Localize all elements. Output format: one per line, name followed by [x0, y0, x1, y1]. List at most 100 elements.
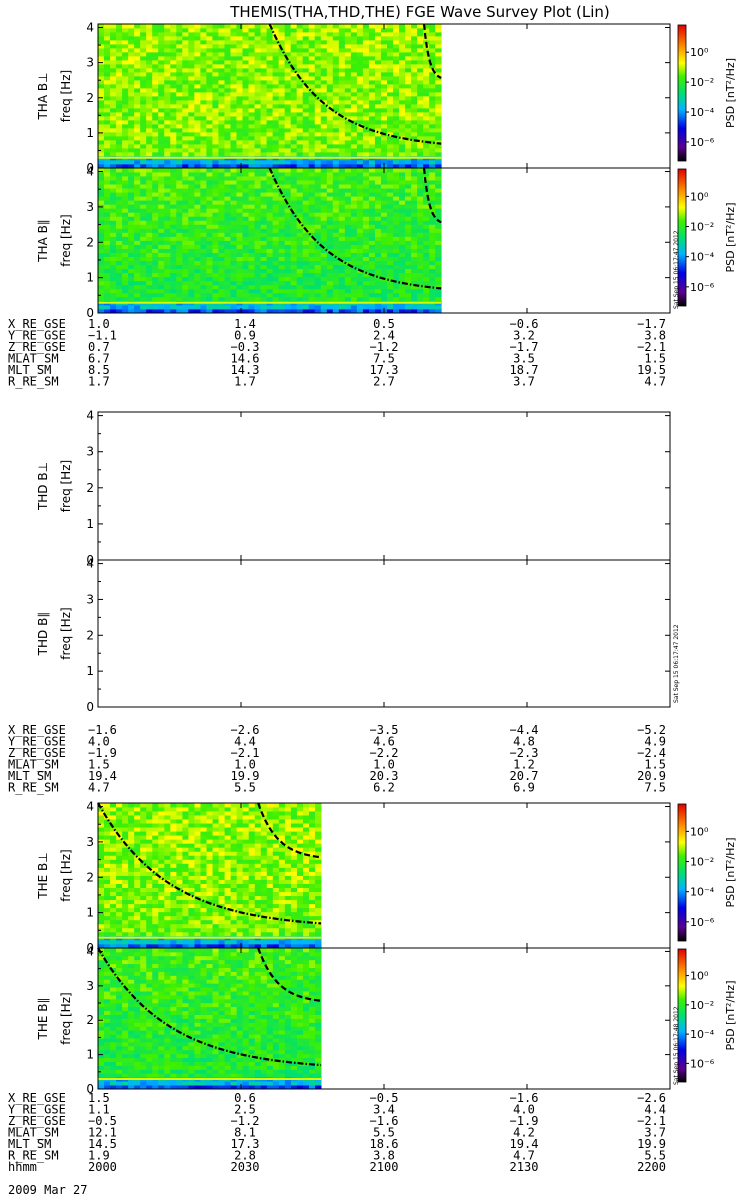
heatmap-cell	[213, 831, 219, 835]
heatmap-cell	[122, 208, 128, 212]
heatmap-cell	[116, 261, 122, 265]
heatmap-cell	[393, 52, 399, 56]
heatmap-cell	[435, 36, 441, 40]
heatmap-cell	[212, 144, 218, 148]
heatmap-cell	[188, 277, 194, 281]
heatmap-cell	[321, 128, 327, 132]
heatmap-cell	[140, 120, 146, 124]
heatmap-cell	[140, 847, 146, 851]
heatmap-cell	[279, 261, 285, 265]
heatmap-cell	[236, 305, 242, 309]
heatmap-cell	[98, 871, 104, 875]
heatmap-cell	[134, 228, 140, 232]
heatmap-cell	[315, 60, 321, 64]
heatmap-cell	[104, 160, 110, 164]
heatmap-cell	[399, 92, 405, 96]
heatmap-cell	[182, 932, 188, 936]
heatmap-cell	[297, 60, 303, 64]
heatmap-cell	[134, 216, 140, 220]
heatmap-cell	[291, 277, 297, 281]
heatmap-cell	[363, 116, 369, 120]
heatmap-cell	[333, 168, 339, 172]
heatmap-cell	[297, 160, 303, 164]
heatmap-cell	[182, 896, 188, 900]
heatmap-cell	[164, 88, 170, 92]
heatmap-cell	[381, 96, 387, 100]
heatmap-cell	[255, 265, 261, 269]
heatmap-cell	[405, 220, 411, 224]
heatmap-cell	[116, 892, 122, 896]
heatmap-cell	[224, 277, 230, 281]
heatmap-cell	[116, 64, 122, 68]
heatmap-cell	[399, 172, 405, 176]
heatmap-cell	[218, 196, 224, 200]
heatmap-cell	[212, 84, 218, 88]
heatmap-cell	[200, 920, 206, 924]
heatmap-cell	[134, 100, 140, 104]
heatmap-cell	[261, 40, 267, 44]
heatmap-cell	[363, 52, 369, 56]
heatmap-cell	[164, 285, 170, 289]
heatmap-cell	[297, 116, 303, 120]
heatmap-cell	[411, 289, 417, 293]
heatmap-cell	[236, 56, 242, 60]
heatmap-cell	[285, 249, 291, 253]
heatmap-cell	[128, 60, 134, 64]
heatmap-cell	[345, 289, 351, 293]
heatmap-cell	[158, 888, 164, 892]
heatmap-cell	[116, 92, 122, 96]
heatmap-cell	[224, 265, 230, 269]
heatmap-cell	[182, 48, 188, 52]
heatmap-cell	[255, 293, 261, 297]
heatmap-cell	[393, 212, 399, 216]
heatmap-cell	[327, 84, 333, 88]
heatmap-cell	[116, 843, 122, 847]
heatmap-cell	[224, 208, 230, 212]
heatmap-cell	[110, 92, 116, 96]
heatmap-cell	[291, 160, 297, 164]
heatmap-cell	[303, 253, 309, 257]
heatmap-cell	[429, 220, 435, 224]
heatmap-cell	[194, 64, 200, 68]
heatmap-cell	[429, 257, 435, 261]
heatmap-cell	[333, 124, 339, 128]
heatmap-cell	[200, 896, 206, 900]
heatmap-cell	[393, 305, 399, 309]
heatmap-cell	[363, 36, 369, 40]
heatmap-cell	[230, 172, 236, 176]
heatmap-cell	[339, 136, 345, 140]
heatmap-cell	[146, 148, 152, 152]
heatmap-cell	[170, 285, 176, 289]
heatmap-cell	[158, 277, 164, 281]
heatmap-cell	[230, 200, 236, 204]
heatmap-cell	[423, 148, 429, 152]
heatmap-cell	[369, 241, 375, 245]
heatmap-cell	[140, 880, 146, 884]
heatmap-cell	[369, 245, 375, 249]
heatmap-cell	[104, 44, 110, 48]
heatmap-cell	[369, 220, 375, 224]
heatmap-cell	[321, 273, 327, 277]
heatmap-cell	[98, 819, 104, 823]
heatmap-cell	[158, 900, 164, 904]
heatmap-cell	[387, 32, 393, 36]
heatmap-cell	[375, 228, 381, 232]
heatmap-cell	[98, 265, 104, 269]
heatmap-cell	[206, 228, 212, 232]
heatmap-cell	[327, 32, 333, 36]
heatmap-cell	[104, 871, 110, 875]
heatmap-cell	[182, 68, 188, 72]
heatmap-cell	[399, 112, 405, 116]
heatmap-cell	[369, 124, 375, 128]
heatmap-cell	[194, 867, 200, 871]
heatmap-cell	[134, 152, 140, 156]
heatmap-cell	[327, 76, 333, 80]
heatmap-cell	[110, 196, 116, 200]
heatmap-cell	[429, 180, 435, 184]
heatmap-cell	[152, 72, 158, 76]
heatmap-cell	[122, 228, 128, 232]
heatmap-cell	[188, 52, 194, 56]
heatmap-cell	[363, 176, 369, 180]
heatmap-cell	[279, 96, 285, 100]
heatmap-cell	[110, 176, 116, 180]
